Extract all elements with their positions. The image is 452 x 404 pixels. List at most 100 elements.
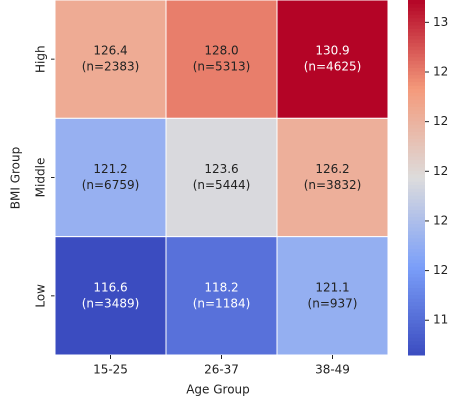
colorbar-tick-label: 13 <box>433 15 448 29</box>
colorbar-segment <box>408 71 425 76</box>
x-tick-label: 26-37 <box>204 363 239 377</box>
colorbar-segment <box>408 81 425 86</box>
colorbar-segment <box>408 156 425 161</box>
heatmap-cell <box>276 117 389 238</box>
colorbar-segment <box>408 152 425 157</box>
heatmap-cell <box>54 236 167 356</box>
colorbar-segment <box>408 323 425 328</box>
colorbar-segment <box>408 127 425 132</box>
colorbar-segment <box>408 198 425 203</box>
colorbar-segment <box>408 340 425 345</box>
colorbar-segment <box>408 60 425 65</box>
colorbar-segment <box>408 248 425 253</box>
cell-count-label: (n=1184) <box>193 296 251 310</box>
colorbar-segment <box>408 347 425 352</box>
colorbar-segment <box>408 35 425 40</box>
cell-count-label: (n=937) <box>308 296 358 310</box>
colorbar-tick-label: 12 <box>433 64 448 78</box>
colorbar-segment <box>408 117 425 122</box>
colorbar-segment <box>408 31 425 36</box>
colorbar-segment <box>408 230 425 235</box>
cell-value-label: 130.9 <box>315 44 349 58</box>
colorbar-segment <box>408 181 425 186</box>
colorbar-segment <box>408 88 425 93</box>
colorbar-segment <box>408 234 425 239</box>
colorbar-segment <box>408 259 425 264</box>
y-tick-label: Low <box>34 284 48 308</box>
heatmap-cell <box>165 236 278 356</box>
colorbar-segment <box>408 177 425 182</box>
cell-count-label: (n=4625) <box>304 60 362 74</box>
colorbar-segment <box>408 266 425 271</box>
colorbar-segment <box>408 159 425 164</box>
heatmap-cell <box>276 236 389 356</box>
colorbar-segment <box>408 291 425 296</box>
y-axis-label: BMI Group <box>9 147 23 209</box>
colorbar-segment <box>408 294 425 299</box>
colorbar-segment <box>408 284 425 289</box>
cell-value-label: 118.2 <box>204 280 238 294</box>
colorbar-segment <box>408 46 425 51</box>
colorbar-segment <box>408 209 425 214</box>
colorbar-segment <box>408 195 425 200</box>
colorbar-segment <box>408 134 425 139</box>
colorbar-segment <box>408 166 425 171</box>
colorbar-segment <box>408 344 425 349</box>
colorbar-segment <box>408 262 425 267</box>
colorbar-segment <box>408 92 425 97</box>
colorbar-segment <box>408 17 425 22</box>
colorbar-segment <box>408 28 425 33</box>
colorbar-segment <box>408 0 425 5</box>
cell-value-label: 126.4 <box>93 44 127 58</box>
colorbar-segment <box>408 337 425 342</box>
heatmap-cell <box>165 0 278 119</box>
colorbar-segment <box>408 63 425 68</box>
cell-value-label: 121.1 <box>315 280 349 294</box>
colorbar-tick-label: 12 <box>433 164 448 178</box>
cell-value-label: 126.2 <box>315 162 349 176</box>
colorbar-segment <box>408 227 425 232</box>
cell-count-label: (n=3832) <box>304 178 362 192</box>
colorbar-segment <box>408 241 425 246</box>
colorbar-segment <box>408 184 425 189</box>
colorbar-segment <box>408 276 425 281</box>
cell-count-label: (n=5444) <box>193 178 251 192</box>
colorbar-segment <box>408 308 425 313</box>
colorbar-segment <box>408 252 425 257</box>
colorbar-tick-label: 12 <box>433 213 448 227</box>
colorbar-segment <box>408 216 425 221</box>
colorbar-segment <box>408 120 425 125</box>
colorbar-segment <box>408 301 425 306</box>
cell-count-label: (n=6759) <box>82 178 140 192</box>
colorbar-segment <box>408 124 425 129</box>
colorbar-segment <box>408 220 425 225</box>
x-axis-label: Age Group <box>186 383 250 397</box>
colorbar-segment <box>408 244 425 249</box>
colorbar-segment <box>408 305 425 310</box>
colorbar-segment <box>408 10 425 15</box>
colorbar-segment <box>408 53 425 58</box>
cell-value-label: 121.2 <box>93 162 127 176</box>
colorbar-segment <box>408 99 425 104</box>
colorbar-segment <box>408 330 425 335</box>
colorbar-segment <box>408 21 425 26</box>
colorbar-segment <box>408 326 425 331</box>
colorbar-segment <box>408 56 425 61</box>
colorbar-segment <box>408 269 425 274</box>
colorbar-segment <box>408 131 425 136</box>
colorbar-segment <box>408 49 425 54</box>
colorbar-segment <box>408 39 425 44</box>
colorbar-segment <box>408 315 425 320</box>
colorbar-tick-label: 12 <box>433 263 448 277</box>
colorbar-segment <box>408 255 425 260</box>
colorbar-segment <box>408 351 425 356</box>
colorbar-segment <box>408 319 425 324</box>
x-tick-label: 15-25 <box>93 363 128 377</box>
colorbar-segment <box>408 333 425 338</box>
colorbar-segment <box>408 298 425 303</box>
colorbar-segment <box>408 173 425 178</box>
colorbar-segment <box>408 188 425 193</box>
colorbar-segment <box>408 213 425 218</box>
colorbar-segment <box>408 67 425 72</box>
